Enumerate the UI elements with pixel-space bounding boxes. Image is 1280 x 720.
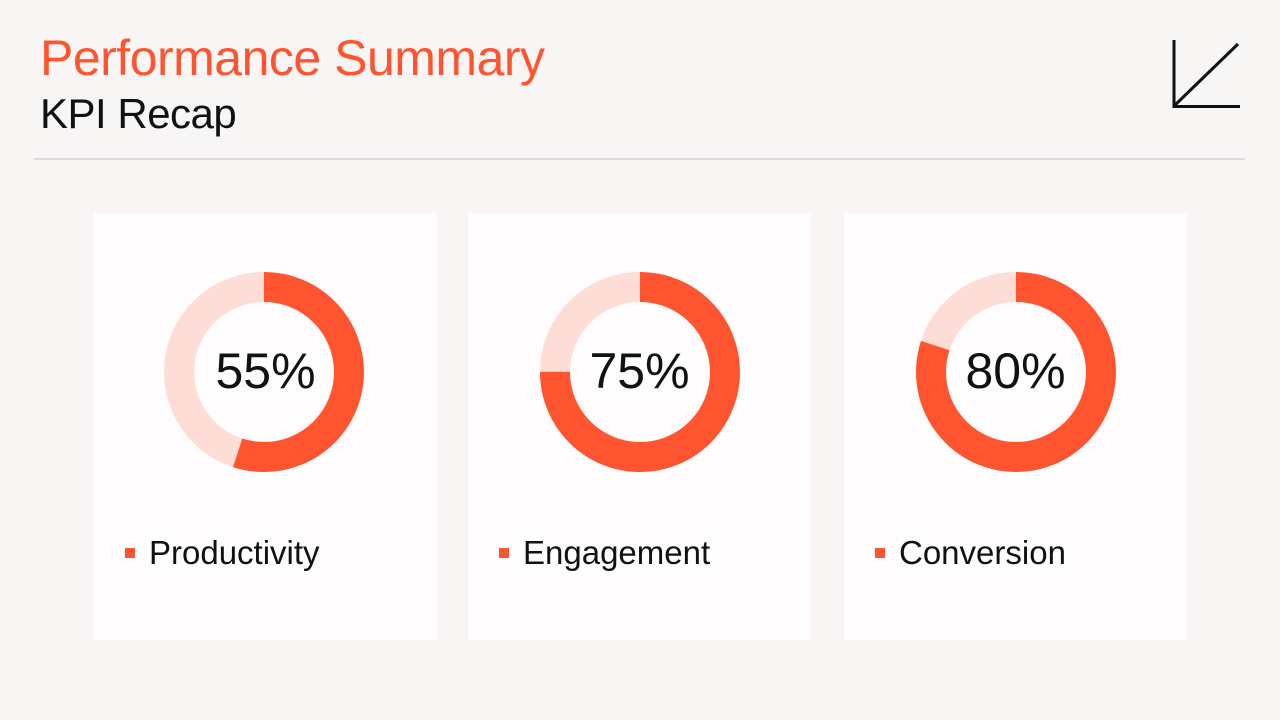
page-title: Performance Summary — [40, 30, 545, 86]
legend-swatch — [499, 548, 509, 558]
page-subtitle: KPI Recap — [40, 90, 237, 137]
kpi-value: 55% — [215, 343, 316, 399]
legend-swatch — [875, 548, 885, 558]
donut-chart — [540, 272, 740, 472]
legend-item: Productivity — [125, 533, 320, 573]
kpi-card-engagement: 75% Engagement — [468, 213, 811, 640]
header-divider — [34, 158, 1245, 160]
legend-item: Conversion — [875, 533, 1066, 573]
donut-chart — [164, 272, 364, 472]
legend-swatch — [125, 548, 135, 558]
donut-chart — [916, 272, 1116, 472]
kpi-label: Productivity — [149, 534, 320, 571]
kpi-card-productivity: 55% Productivity — [94, 213, 437, 640]
legend-item: Engagement — [499, 533, 710, 573]
kpi-card-conversion: 80% Conversion — [844, 213, 1187, 640]
kpi-value: 75% — [589, 343, 690, 399]
kpi-value: 80% — [965, 343, 1066, 399]
kpi-label: Conversion — [899, 534, 1066, 571]
chart-axis-arrow-icon — [1172, 40, 1240, 108]
kpi-label: Engagement — [523, 534, 711, 571]
